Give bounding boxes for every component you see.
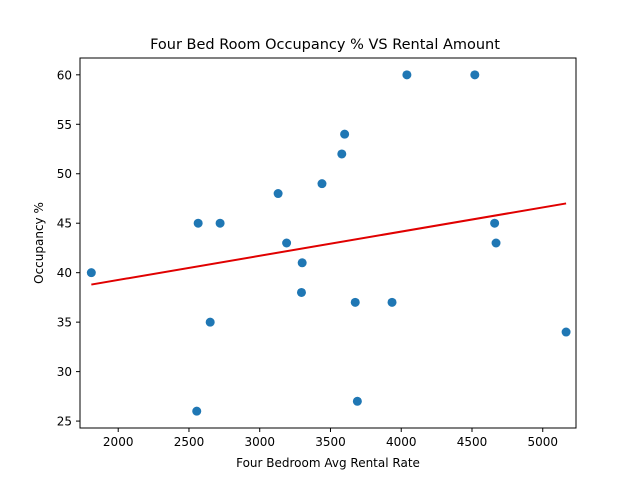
y-tick-label: 40	[57, 266, 72, 280]
data-point-14	[387, 297, 397, 307]
data-point-0	[86, 268, 96, 278]
data-point-15	[402, 70, 412, 80]
data-point-19	[561, 327, 571, 337]
x-tick-label: 4500	[457, 435, 488, 449]
data-point-7	[296, 287, 306, 297]
x-tick-label: 3500	[315, 435, 346, 449]
plot-area	[86, 70, 571, 416]
y-tick-label: 25	[57, 415, 72, 429]
y-tick-label: 35	[57, 316, 72, 330]
y-axis-label: Occupancy %	[32, 202, 46, 284]
chart-title: Four Bed Room Occupancy % VS Rental Amou…	[150, 37, 500, 53]
data-point-12	[350, 297, 360, 307]
x-tick-label: 3000	[244, 435, 275, 449]
data-point-11	[340, 129, 350, 139]
y-tick-label: 60	[57, 68, 72, 82]
x-tick-label: 4000	[386, 435, 417, 449]
x-tick-label: 5000	[527, 435, 558, 449]
data-point-17	[490, 218, 500, 228]
data-point-18	[491, 238, 501, 248]
x-tick-label: 2000	[103, 435, 134, 449]
data-point-10	[337, 149, 347, 159]
data-point-3	[205, 317, 215, 327]
y-tick-label: 50	[57, 167, 72, 181]
data-point-9	[317, 179, 327, 189]
data-point-2	[193, 218, 203, 228]
data-point-16	[470, 70, 480, 80]
y-axis: 25 30 35 40 45 50 55 60	[57, 68, 80, 429]
plot-frame	[79, 57, 577, 429]
data-point-13	[352, 396, 362, 406]
data-point-6	[282, 238, 292, 248]
trend-line	[91, 202, 567, 286]
x-axis-label: Four Bedroom Avg Rental Rate	[236, 456, 420, 470]
data-point-8	[297, 258, 307, 268]
y-tick-label: 45	[57, 217, 72, 231]
y-tick-label: 30	[57, 365, 72, 379]
y-tick-label: 55	[57, 118, 72, 132]
x-tick-label: 2500	[174, 435, 205, 449]
data-point-5	[273, 189, 283, 199]
data-point-4	[215, 218, 225, 228]
x-axis: 2000 2500 3000 3500 4000 4500 5000	[103, 428, 558, 449]
data-point-1	[192, 406, 202, 416]
